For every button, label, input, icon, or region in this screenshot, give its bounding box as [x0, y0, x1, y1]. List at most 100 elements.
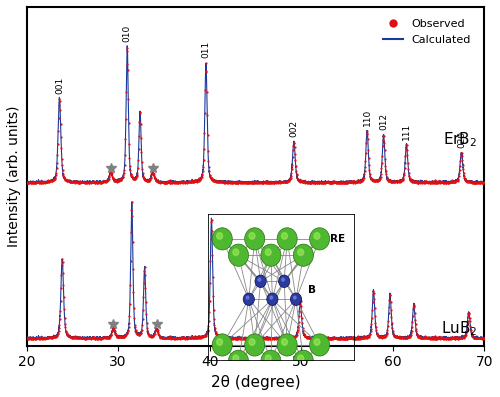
Point [442, 335, 450, 342]
Point [54, 330, 62, 336]
Point [100, 179, 108, 185]
Point [80, 335, 88, 341]
Point [345, 179, 353, 185]
Point [434, 179, 442, 185]
Point [248, 335, 256, 342]
Point [102, 335, 110, 341]
Point [320, 335, 328, 342]
Point [380, 133, 388, 139]
Point [320, 179, 328, 186]
Point [118, 333, 126, 340]
Point [340, 179, 348, 186]
Point [344, 335, 352, 341]
Point [272, 335, 280, 342]
Point [93, 335, 101, 342]
Point [34, 335, 42, 341]
Point [258, 180, 266, 186]
Point [128, 213, 136, 220]
Point [270, 335, 278, 341]
Point [384, 323, 392, 329]
Point [372, 177, 380, 184]
Circle shape [277, 334, 297, 356]
Point [56, 96, 64, 102]
Point [240, 179, 248, 185]
Point [375, 334, 383, 340]
Point [154, 179, 162, 185]
Point [380, 333, 388, 339]
Point [174, 179, 182, 186]
Point [202, 60, 210, 66]
Point [478, 335, 486, 341]
Point [266, 179, 274, 186]
Point [94, 335, 102, 342]
Point [169, 179, 177, 185]
Point [207, 175, 215, 181]
Point [316, 335, 324, 341]
Point [90, 179, 98, 186]
Point [244, 335, 252, 342]
Point [363, 128, 371, 135]
Point [120, 170, 128, 176]
Point [146, 333, 154, 339]
Point [24, 178, 32, 185]
Point [210, 177, 218, 184]
Point [314, 179, 322, 185]
Circle shape [243, 293, 254, 305]
Point [368, 321, 376, 327]
Point [190, 178, 198, 185]
Point [136, 330, 144, 336]
Point [372, 327, 380, 333]
Point [206, 173, 214, 179]
Point [456, 335, 464, 341]
Point [110, 175, 118, 181]
Point [346, 179, 354, 185]
Point [160, 179, 168, 186]
Point [39, 335, 47, 341]
Point [92, 335, 100, 341]
Point [388, 178, 396, 185]
Point [122, 331, 130, 338]
Point [74, 179, 82, 186]
Point [132, 327, 140, 333]
Point [256, 335, 264, 342]
Point [356, 335, 364, 342]
Point [68, 179, 76, 185]
Point [248, 335, 256, 342]
Point [392, 178, 400, 184]
Point [50, 334, 58, 340]
Point [184, 179, 192, 185]
Point [358, 335, 366, 341]
Point [80, 335, 88, 341]
Point [250, 335, 258, 341]
Point [69, 334, 77, 340]
Point [302, 335, 310, 341]
Point [39, 179, 47, 185]
Point [88, 178, 96, 185]
Point [458, 335, 466, 341]
Point [254, 335, 262, 342]
Point [376, 334, 384, 340]
Point [460, 334, 468, 340]
Point [412, 178, 420, 185]
Point [196, 333, 203, 340]
Point [323, 179, 331, 185]
Point [52, 170, 60, 176]
Point [140, 174, 147, 181]
X-axis label: 2θ (degree): 2θ (degree) [210, 375, 300, 390]
Point [325, 179, 333, 186]
Point [194, 178, 202, 184]
Point [148, 170, 156, 176]
Point [182, 335, 190, 341]
Point [114, 178, 122, 184]
Point [225, 334, 233, 341]
Point [124, 95, 132, 102]
Point [166, 335, 174, 342]
Point [110, 324, 118, 331]
Point [278, 335, 285, 341]
Point [186, 179, 194, 185]
Point [270, 179, 278, 186]
Point [124, 327, 132, 333]
Point [319, 335, 327, 342]
Point [414, 179, 422, 186]
Point [337, 179, 345, 185]
